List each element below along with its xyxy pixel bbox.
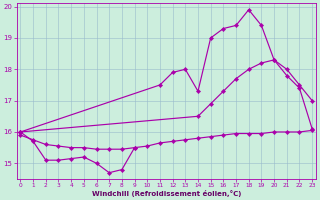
X-axis label: Windchill (Refroidissement éolien,°C): Windchill (Refroidissement éolien,°C) — [92, 190, 241, 197]
